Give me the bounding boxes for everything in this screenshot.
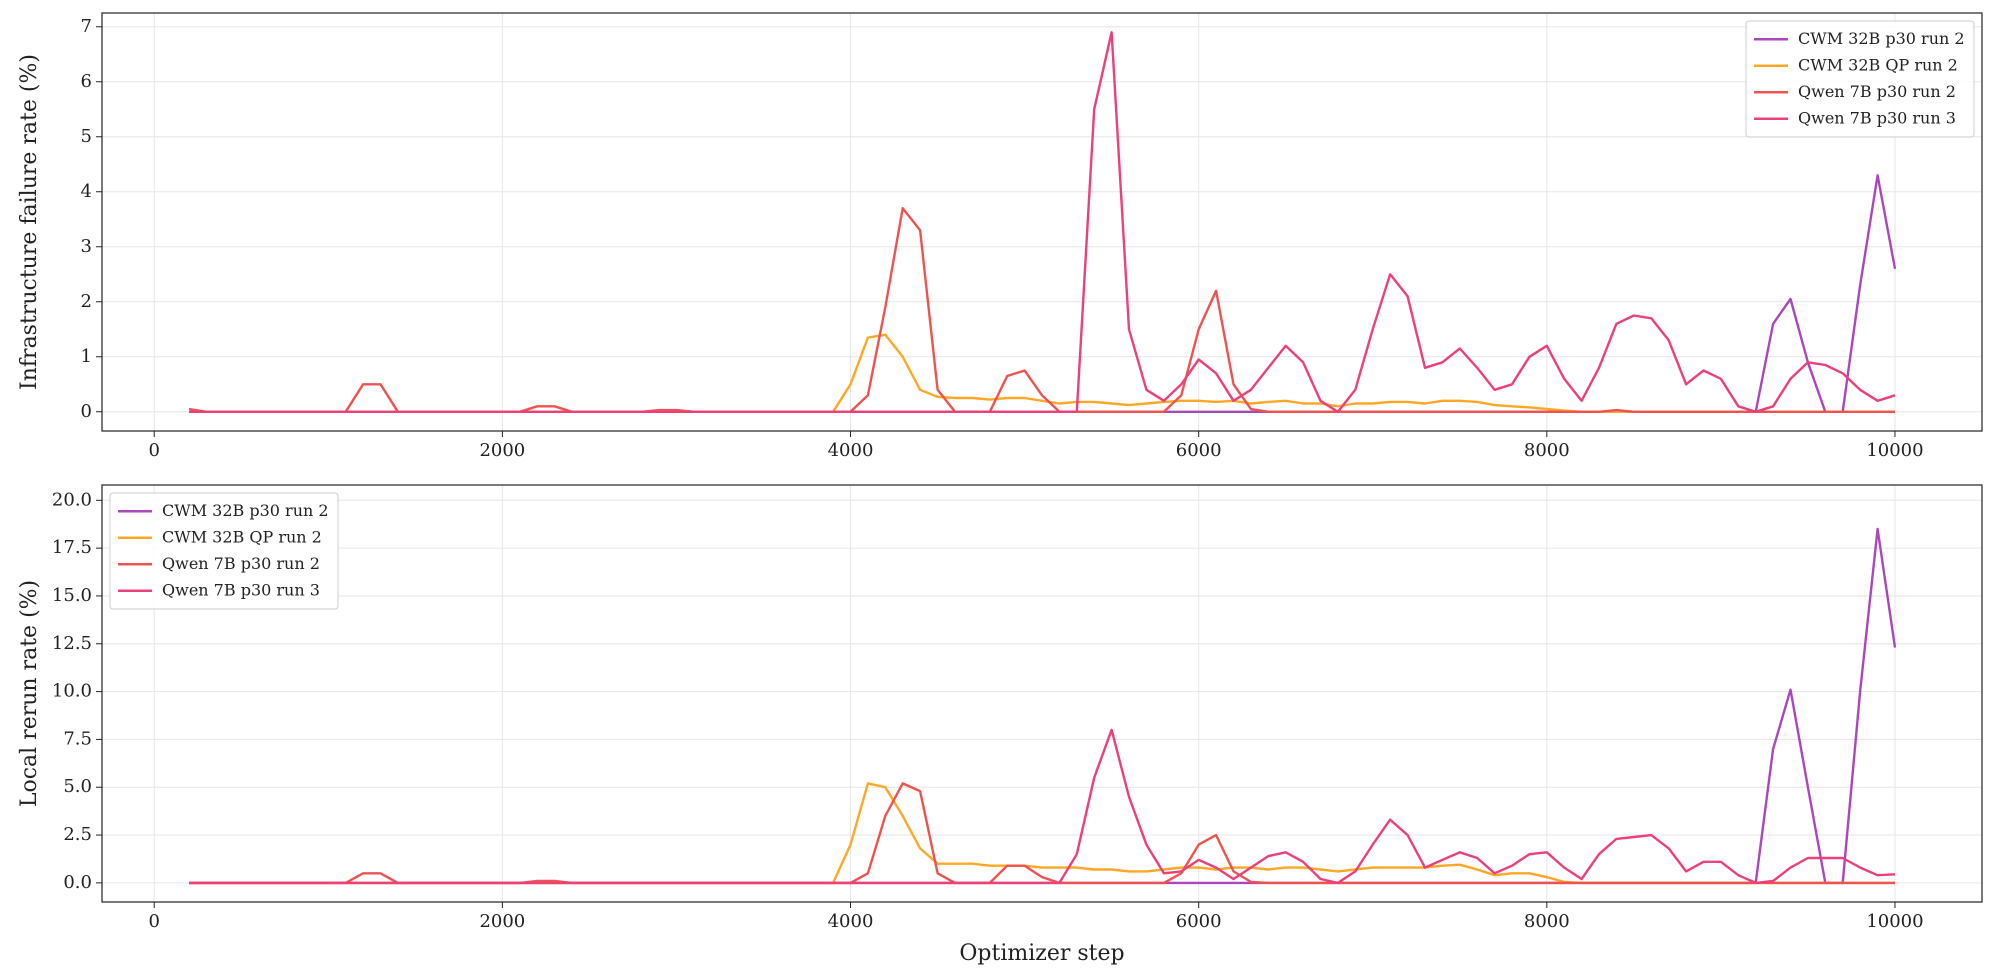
x-tick-label: 6000 (1176, 911, 1222, 932)
legend: CWM 32B p30 run 2 CWM 32B QP run 2 Qwen 7B… (1745, 20, 1975, 138)
x-tick-label: 0 (148, 440, 159, 461)
y-axis-label: Infrastructure failure rate (%) (17, 54, 42, 390)
x-tick-label: 10000 (1866, 911, 1923, 932)
y-tick-label: 3 (81, 236, 92, 257)
legend-label: Qwen 7B p30 run 3 (162, 580, 320, 599)
legend-label: Qwen 7B p30 run 3 (1798, 108, 1956, 127)
x-tick-label: 0 (148, 911, 159, 932)
series-line (188, 207, 1895, 413)
y-tick-label: 12.5 (52, 633, 92, 654)
legend-label: CWM 32B p30 run 2 (1798, 29, 1965, 48)
y-tick-label: 10.0 (52, 681, 92, 702)
x-tick-label: 4000 (828, 911, 874, 932)
y-tick-label: 7 (81, 16, 92, 37)
legend-label: CWM 32B p30 run 2 (162, 501, 329, 520)
y-axis-label: Local rerun rate (%) (17, 580, 42, 807)
plot-frame (101, 484, 1983, 903)
y-tick-label: 5 (81, 126, 92, 147)
x-tick-label: 8000 (1524, 440, 1570, 461)
legend: CWM 32B p30 run 2 CWM 32B QP run 2 Qwen 7B… (109, 492, 339, 610)
series-line (189, 174, 1897, 413)
x-tick-label: 2000 (479, 911, 525, 932)
x-axis-label: Optimizer step (959, 941, 1124, 966)
series-line (189, 333, 1895, 413)
x-tick-label: 6000 (1176, 440, 1222, 461)
x-tick-label: 8000 (1524, 911, 1570, 932)
series-line (189, 31, 1896, 413)
y-tick-label: 15.0 (52, 585, 92, 606)
legend-frame (1745, 20, 1975, 138)
y-tick-label: 7.5 (63, 728, 92, 749)
y-tick-label: 4 (81, 181, 92, 202)
plot-frame (101, 12, 1983, 432)
y-tick-label: 0 (81, 401, 92, 422)
x-tick-label: 4000 (828, 440, 874, 461)
y-tick-label: 0.0 (63, 872, 92, 893)
y-tick-label: 20.0 (52, 489, 92, 510)
y-tick-label: 17.5 (52, 537, 92, 558)
x-tick-label: 2000 (479, 440, 525, 461)
legend-label: Qwen 7B p30 run 2 (162, 554, 320, 573)
legend-label: CWM 32B QP run 2 (162, 527, 322, 546)
y-tick-label: 1 (81, 346, 92, 367)
series-line (189, 527, 1897, 885)
legend-frame (109, 492, 339, 610)
y-tick-label: 5.0 (63, 776, 92, 797)
y-tick-label: 2 (81, 291, 92, 312)
y-tick-label: 2.5 (63, 824, 92, 845)
legend-label: Qwen 7B p30 run 2 (1798, 82, 1956, 101)
y-tick-label: 6 (81, 71, 92, 92)
series-line (189, 728, 1896, 885)
legend-label: CWM 32B QP run 2 (1798, 55, 1958, 74)
series-line (189, 782, 1895, 885)
x-tick-label: 10000 (1866, 440, 1923, 461)
